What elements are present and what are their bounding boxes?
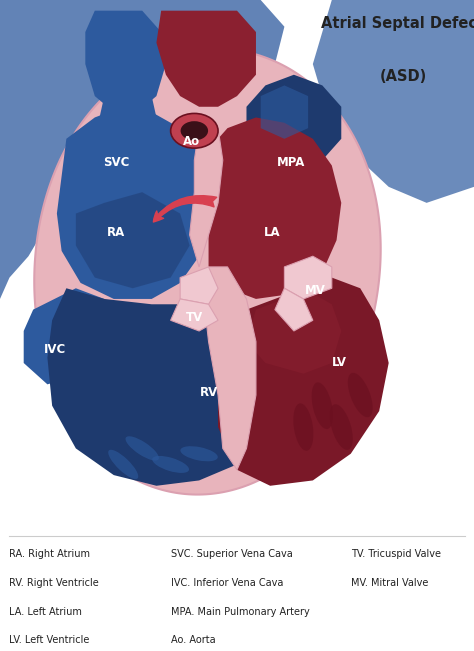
Text: LA: LA	[264, 226, 281, 239]
Text: SVC. Superior Vena Cava: SVC. Superior Vena Cava	[171, 549, 292, 559]
Ellipse shape	[181, 446, 218, 462]
Polygon shape	[24, 288, 104, 384]
Polygon shape	[76, 192, 190, 288]
Ellipse shape	[311, 382, 333, 429]
Text: LA. Left Atrium: LA. Left Atrium	[9, 607, 82, 616]
Ellipse shape	[293, 404, 313, 450]
Polygon shape	[156, 10, 256, 107]
Polygon shape	[171, 299, 218, 331]
Polygon shape	[95, 96, 161, 160]
Polygon shape	[313, 0, 474, 203]
Polygon shape	[261, 85, 308, 139]
Polygon shape	[284, 256, 332, 299]
Ellipse shape	[108, 450, 138, 479]
Text: MPA: MPA	[277, 156, 306, 169]
Text: IVC: IVC	[44, 343, 65, 356]
Ellipse shape	[126, 436, 159, 460]
Text: LV. Left Ventricle: LV. Left Ventricle	[9, 635, 90, 645]
Text: MPA. Main Pulmonary Artery: MPA. Main Pulmonary Artery	[171, 607, 310, 616]
Polygon shape	[218, 277, 389, 486]
Polygon shape	[47, 288, 275, 486]
Ellipse shape	[348, 373, 373, 417]
Text: Ao. Aorta: Ao. Aorta	[171, 635, 215, 645]
Text: (ASD): (ASD)	[379, 70, 427, 85]
Polygon shape	[190, 128, 223, 267]
Text: LV: LV	[331, 357, 346, 370]
Polygon shape	[34, 49, 381, 495]
Text: TV. Tricuspid Valve: TV. Tricuspid Valve	[351, 549, 441, 559]
Polygon shape	[85, 10, 166, 112]
Text: SVC: SVC	[103, 156, 129, 169]
Polygon shape	[180, 267, 218, 304]
Polygon shape	[209, 117, 341, 299]
Ellipse shape	[171, 113, 218, 148]
Polygon shape	[275, 288, 313, 331]
Text: RV: RV	[200, 386, 218, 399]
Text: IVC. Inferior Vena Cava: IVC. Inferior Vena Cava	[171, 578, 283, 588]
Text: RA: RA	[107, 226, 125, 239]
Text: RA. Right Atrium: RA. Right Atrium	[9, 549, 91, 559]
Text: TV: TV	[186, 311, 203, 324]
Polygon shape	[246, 75, 341, 171]
Text: MV. Mitral Valve: MV. Mitral Valve	[351, 578, 428, 588]
Ellipse shape	[181, 121, 208, 141]
Polygon shape	[204, 267, 256, 470]
Text: MV: MV	[305, 284, 326, 298]
Polygon shape	[57, 107, 209, 299]
Text: RV. Right Ventricle: RV. Right Ventricle	[9, 578, 99, 588]
Polygon shape	[0, 0, 284, 299]
Text: Ao: Ao	[183, 135, 201, 148]
Text: Atrial Septal Defect: Atrial Septal Defect	[321, 16, 474, 31]
Ellipse shape	[330, 404, 353, 450]
Ellipse shape	[152, 456, 189, 473]
Polygon shape	[246, 294, 341, 374]
